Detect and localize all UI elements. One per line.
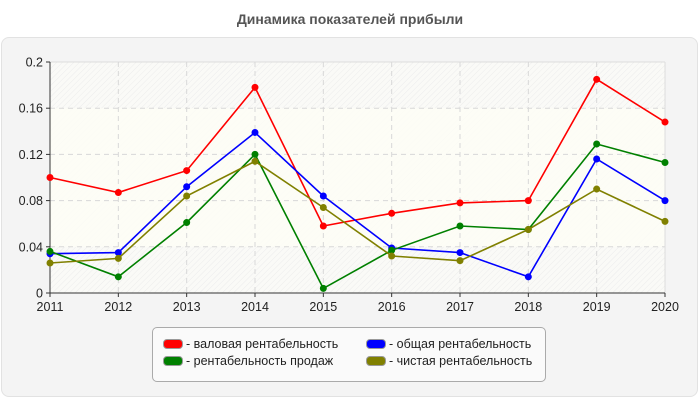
plot-area bbox=[50, 62, 665, 293]
data-point[interactable] bbox=[593, 185, 601, 193]
series-line bbox=[49, 143, 666, 290]
data-point[interactable] bbox=[319, 222, 327, 230]
data-point[interactable] bbox=[46, 174, 54, 181]
y-tick-label: 0.2 bbox=[26, 56, 43, 70]
legend-swatch-olive bbox=[366, 356, 386, 366]
y-tick-label: 0.12 bbox=[19, 148, 43, 162]
data-point[interactable] bbox=[524, 225, 532, 233]
legend-swatch-blue bbox=[366, 339, 386, 349]
data-point[interactable] bbox=[593, 155, 601, 163]
legend-label: - рентабельность продаж bbox=[186, 354, 334, 368]
data-point[interactable] bbox=[456, 249, 464, 257]
x-tick-label: 2020 bbox=[651, 300, 679, 314]
legend-item-total-margin: - общая рентабельность bbox=[366, 337, 531, 351]
legend-item-sales-margin: - рентабельность продаж bbox=[163, 354, 333, 368]
data-point[interactable] bbox=[319, 204, 327, 212]
legend-item-net-margin: - чистая рентабельность bbox=[366, 354, 532, 368]
data-point[interactable] bbox=[319, 284, 327, 292]
data-point[interactable] bbox=[593, 140, 601, 148]
data-point[interactable] bbox=[46, 247, 54, 255]
data-point[interactable] bbox=[183, 167, 191, 175]
y-tick-label: 0 bbox=[36, 287, 43, 301]
x-tick-label: 2016 bbox=[378, 300, 406, 314]
data-point[interactable] bbox=[251, 83, 259, 91]
data-point[interactable] bbox=[251, 150, 259, 158]
x-tick-label: 2014 bbox=[241, 300, 269, 314]
data-point[interactable] bbox=[183, 192, 191, 200]
legend: - валовая рентабельность - общая рентабе… bbox=[152, 327, 546, 382]
data-point[interactable] bbox=[46, 259, 54, 267]
chart-title: Динамика показателей прибыли bbox=[236, 11, 464, 27]
x-tick-label: 2011 bbox=[37, 300, 64, 314]
legend-swatch-green bbox=[163, 356, 183, 366]
y-tick-label: 0.08 bbox=[19, 194, 43, 208]
series-line bbox=[49, 160, 666, 264]
grid-lines bbox=[50, 61, 666, 293]
data-point[interactable] bbox=[661, 197, 669, 205]
data-point[interactable] bbox=[388, 246, 396, 254]
series-line bbox=[49, 131, 666, 278]
data-point[interactable] bbox=[183, 183, 191, 191]
y-tick-label: 0.04 bbox=[19, 240, 43, 254]
legend-label: - чистая рентабельность bbox=[389, 354, 533, 368]
data-point[interactable] bbox=[251, 157, 259, 165]
data-point[interactable] bbox=[114, 254, 122, 262]
x-tick-label: 2019 bbox=[583, 300, 611, 314]
data-point[interactable] bbox=[114, 249, 122, 257]
data-point[interactable] bbox=[524, 273, 532, 281]
x-tick-label: 2012 bbox=[104, 300, 132, 314]
legend-swatch-red bbox=[163, 339, 183, 349]
legend-label: - валовая рентабельность bbox=[186, 337, 339, 351]
data-point[interactable] bbox=[661, 217, 669, 225]
data-point[interactable] bbox=[456, 222, 464, 230]
data-point[interactable] bbox=[183, 219, 191, 227]
data-point[interactable] bbox=[593, 75, 601, 83]
data-point[interactable] bbox=[524, 197, 532, 205]
x-tick-label: 2015 bbox=[309, 300, 337, 314]
data-point[interactable] bbox=[456, 199, 464, 207]
x-tick-label: 2013 bbox=[173, 300, 201, 314]
legend-label: - общая рентабельность bbox=[389, 337, 532, 351]
legend-item-gross-margin: - валовая рентабельность bbox=[163, 337, 338, 351]
data-point[interactable] bbox=[456, 257, 464, 265]
x-tick-label: 2018 bbox=[514, 300, 542, 314]
data-point[interactable] bbox=[319, 192, 327, 200]
data-point[interactable] bbox=[114, 273, 122, 281]
data-series bbox=[46, 75, 669, 292]
data-point[interactable] bbox=[388, 209, 396, 217]
data-point[interactable] bbox=[251, 128, 259, 136]
data-point[interactable] bbox=[661, 118, 669, 126]
data-point[interactable] bbox=[114, 189, 122, 197]
x-tick-label: 2017 bbox=[446, 300, 474, 314]
data-point[interactable] bbox=[388, 252, 396, 260]
series-line bbox=[49, 78, 666, 227]
data-point[interactable] bbox=[661, 158, 669, 166]
y-tick-label: 0.16 bbox=[19, 102, 43, 116]
